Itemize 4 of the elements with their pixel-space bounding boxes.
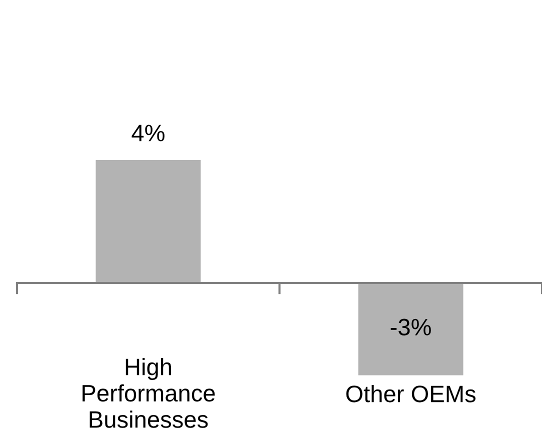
- data-label: 4%: [132, 124, 164, 142]
- x-tick-label: Other OEMs: [346, 384, 476, 402]
- data-label: -3%: [390, 318, 431, 336]
- x-tick-label: High Performance Businesses: [82, 358, 215, 428]
